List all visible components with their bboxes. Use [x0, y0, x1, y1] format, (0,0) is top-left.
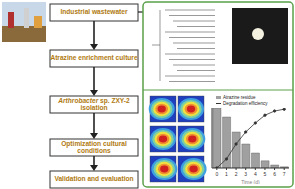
html-text:Arthrobacter sp. ZXY-2 isolati: Arthrobacter sp. ZXY-2 isolation — [58, 96, 130, 111]
svg-text:0: 0 — [215, 171, 218, 177]
svg-text:7: 7 — [283, 171, 286, 177]
html-text:Industrial wastewater: Industrial wastewater — [60, 8, 128, 16]
html-text:Atrazine enrichment culture: Atrazine enrichment culture — [50, 54, 138, 62]
svg-text:1: 1 — [225, 171, 228, 177]
html-text:Atrazine residue: Atrazine residue — [223, 95, 256, 100]
svg-text:2: 2 — [235, 171, 238, 177]
html-text:Validation and evaluation: Validation and evaluation — [54, 175, 134, 183]
html-text:Degradation efficiency: Degradation efficiency — [223, 100, 268, 106]
svg-text:6: 6 — [273, 171, 276, 177]
svg-text:4: 4 — [254, 171, 257, 177]
svg-text:5: 5 — [264, 171, 267, 177]
svg-text:3: 3 — [244, 171, 247, 177]
svg-text:Time (d): Time (d) — [241, 179, 260, 184]
html-text:Optimization cultural conditio: Optimization cultural conditions — [61, 139, 127, 154]
